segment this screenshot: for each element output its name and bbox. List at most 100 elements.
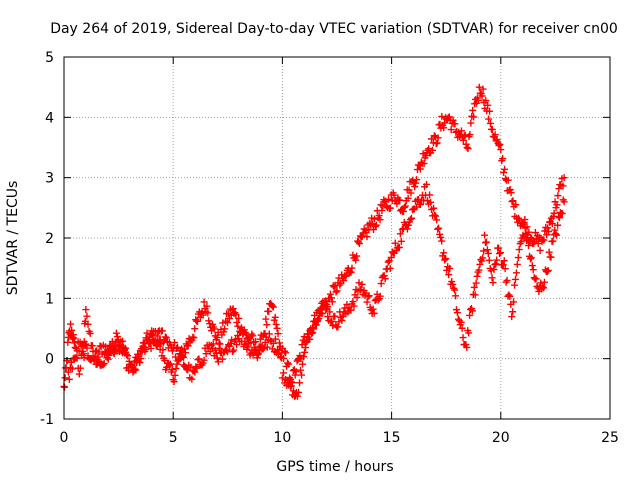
data-point (471, 291, 479, 299)
data-point (496, 249, 504, 257)
data-point (263, 343, 271, 351)
data-point (375, 212, 383, 220)
data-point (233, 341, 241, 349)
data-point (406, 216, 414, 224)
data-point (493, 136, 501, 144)
data-point (499, 155, 507, 163)
data-point (161, 333, 169, 341)
data-point (458, 324, 466, 332)
data-point (273, 324, 281, 332)
data-point (279, 369, 287, 377)
data-point (173, 345, 181, 353)
data-point (101, 348, 109, 356)
data-point (393, 200, 401, 208)
data-point (504, 176, 512, 184)
data-point (227, 339, 235, 347)
data-point (190, 334, 198, 342)
data-point (453, 309, 461, 317)
data-point (489, 279, 497, 287)
data-point (433, 139, 441, 147)
data-point (484, 101, 492, 109)
data-point (230, 346, 238, 354)
data-point (497, 146, 505, 154)
data-point (321, 299, 329, 307)
data-point (322, 306, 330, 314)
data-point (369, 305, 377, 313)
data-point (506, 186, 514, 194)
data-point (82, 306, 90, 314)
data-point (159, 346, 167, 354)
y-tick-label: 2 (45, 231, 54, 247)
data-point (300, 353, 308, 361)
data-point (172, 353, 180, 361)
data-point (334, 323, 342, 331)
data-point (466, 131, 474, 139)
data-point (475, 266, 483, 274)
data-point (532, 275, 540, 283)
data-point (119, 337, 127, 345)
x-tick-label: 20 (492, 430, 510, 446)
data-point (200, 356, 208, 364)
data-point (146, 340, 154, 348)
data-point (537, 279, 545, 287)
data-point (341, 272, 349, 280)
data-point (296, 379, 304, 387)
y-tick-label: -1 (40, 412, 54, 428)
data-point (381, 275, 389, 283)
data-point (363, 233, 371, 241)
data-point (482, 238, 490, 246)
data-point (441, 256, 449, 264)
data-point (445, 113, 453, 121)
data-point (153, 332, 161, 340)
data-point (292, 368, 300, 376)
data-point (347, 306, 355, 314)
data-point (555, 185, 563, 193)
data-point (376, 292, 384, 300)
data-point (485, 256, 493, 264)
data-point (309, 329, 317, 337)
data-point (241, 337, 249, 345)
data-point (192, 363, 200, 371)
data-point (540, 278, 548, 286)
data-point (91, 352, 99, 360)
data-point (229, 348, 237, 356)
data-point (200, 298, 208, 306)
data-point (527, 254, 535, 262)
data-point (294, 392, 302, 400)
data-point (298, 371, 306, 379)
x-tick-label: 10 (273, 430, 291, 446)
data-point (239, 330, 247, 338)
data-point (395, 243, 403, 251)
data-point (434, 225, 442, 233)
data-point (426, 191, 434, 199)
data-point (480, 247, 488, 255)
data-point (211, 346, 219, 354)
data-point (116, 342, 124, 350)
data-point (457, 127, 465, 135)
data-point (526, 255, 534, 263)
data-point (413, 176, 421, 184)
data-point (372, 221, 380, 229)
data-point (65, 375, 73, 383)
data-point (349, 298, 357, 306)
data-point (251, 345, 259, 353)
data-point (550, 209, 558, 217)
data-point (152, 341, 160, 349)
data-point (519, 220, 527, 228)
data-point (269, 339, 277, 347)
data-point (461, 131, 469, 139)
data-point (478, 92, 486, 100)
data-point (184, 342, 192, 350)
data-point (333, 287, 341, 295)
data-point (491, 261, 499, 269)
data-point (479, 85, 487, 93)
data-point (86, 329, 94, 337)
data-point (467, 119, 475, 127)
data-point (299, 360, 307, 368)
data-point (384, 195, 392, 203)
data-point (110, 343, 118, 351)
data-point (269, 303, 277, 311)
data-point (68, 365, 76, 373)
data-point (232, 311, 240, 319)
